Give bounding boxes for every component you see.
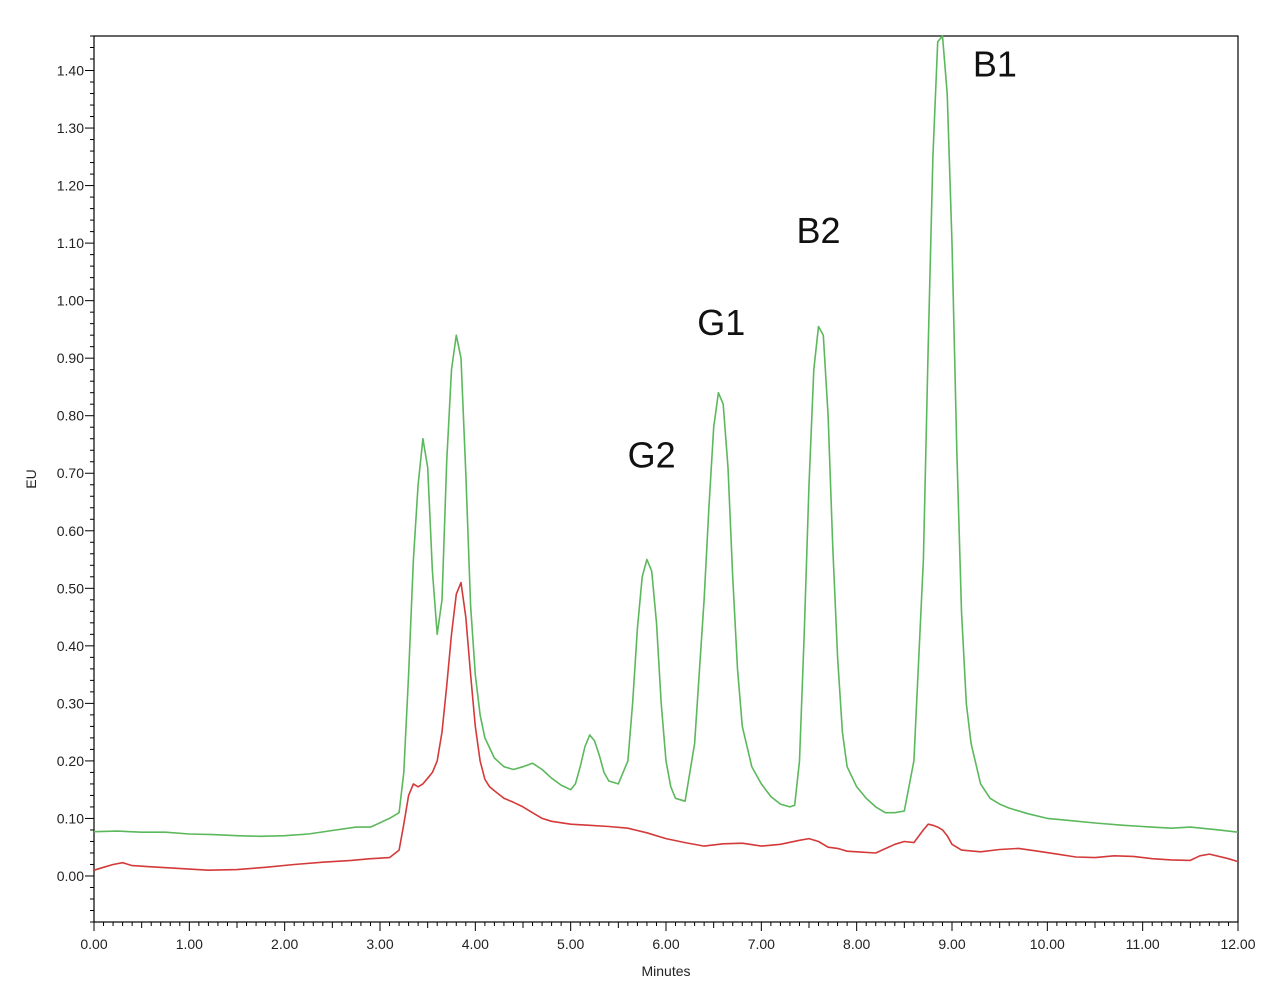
series-line-2 bbox=[93, 581, 1239, 871]
peak-label-g1: G1 bbox=[697, 302, 745, 343]
x-tick-label: 1.00 bbox=[176, 936, 203, 952]
plot-area bbox=[93, 35, 1239, 923]
x-tick-label: 4.00 bbox=[462, 936, 489, 952]
plot-frame bbox=[93, 35, 1239, 923]
y-tick-label: 0.40 bbox=[57, 638, 84, 654]
x-tick-label: 11.00 bbox=[1126, 936, 1160, 952]
y-tick-label: 0.30 bbox=[57, 695, 84, 711]
x-axis-title: Minutes bbox=[641, 963, 690, 979]
x-tick-label: 6.00 bbox=[652, 936, 679, 952]
x-tick-label: 12.00 bbox=[1220, 936, 1255, 952]
y-tick-label: 0.70 bbox=[57, 465, 84, 481]
series-layer bbox=[93, 35, 1239, 871]
x-axis-ticks bbox=[93, 922, 1239, 931]
y-tick-label: 1.00 bbox=[57, 293, 84, 309]
x-tick-label: 3.00 bbox=[366, 936, 393, 952]
y-tick-label: 1.40 bbox=[57, 63, 84, 79]
y-tick-label: 0.80 bbox=[57, 408, 84, 424]
y-tick-label: 1.10 bbox=[57, 235, 84, 251]
x-tick-label: 7.00 bbox=[748, 936, 775, 952]
y-tick-label: 1.20 bbox=[57, 178, 84, 194]
x-tick-label: 9.00 bbox=[938, 936, 965, 952]
y-tick-label: 0.20 bbox=[57, 753, 84, 769]
y-axis-tick-labels: 0.00 0.10 0.20 0.30 0.40 0.50 0.60 0.70 0.80 0.90… bbox=[57, 63, 84, 884]
peak-annotations: G2 G1 B2 B1 bbox=[628, 43, 1017, 475]
peak-label-g2: G2 bbox=[628, 434, 676, 475]
peak-label-b2: B2 bbox=[797, 210, 841, 251]
y-tick-label: 0.00 bbox=[57, 868, 84, 884]
y-tick-label: 0.10 bbox=[57, 810, 84, 826]
x-tick-label: 8.00 bbox=[843, 936, 870, 952]
y-tick-label: 1.30 bbox=[57, 120, 84, 136]
x-tick-label: 2.00 bbox=[271, 936, 298, 952]
series-line-1 bbox=[93, 35, 1239, 838]
peak-label-b1: B1 bbox=[973, 43, 1017, 84]
y-tick-label: 0.60 bbox=[57, 523, 84, 539]
y-axis-title: EU bbox=[23, 469, 39, 488]
y-axis-ticks bbox=[85, 35, 94, 923]
x-tick-label: 10.00 bbox=[1030, 936, 1065, 952]
x-tick-label: 5.00 bbox=[557, 936, 584, 952]
y-tick-label: 0.50 bbox=[57, 580, 84, 596]
x-axis-tick-labels: 0.00 1.00 2.00 3.00 4.00 5.00 6.00 7.00 8.00 9.00… bbox=[80, 936, 1255, 952]
y-tick-label: 0.90 bbox=[57, 350, 84, 366]
x-tick-label: 0.00 bbox=[80, 936, 107, 952]
